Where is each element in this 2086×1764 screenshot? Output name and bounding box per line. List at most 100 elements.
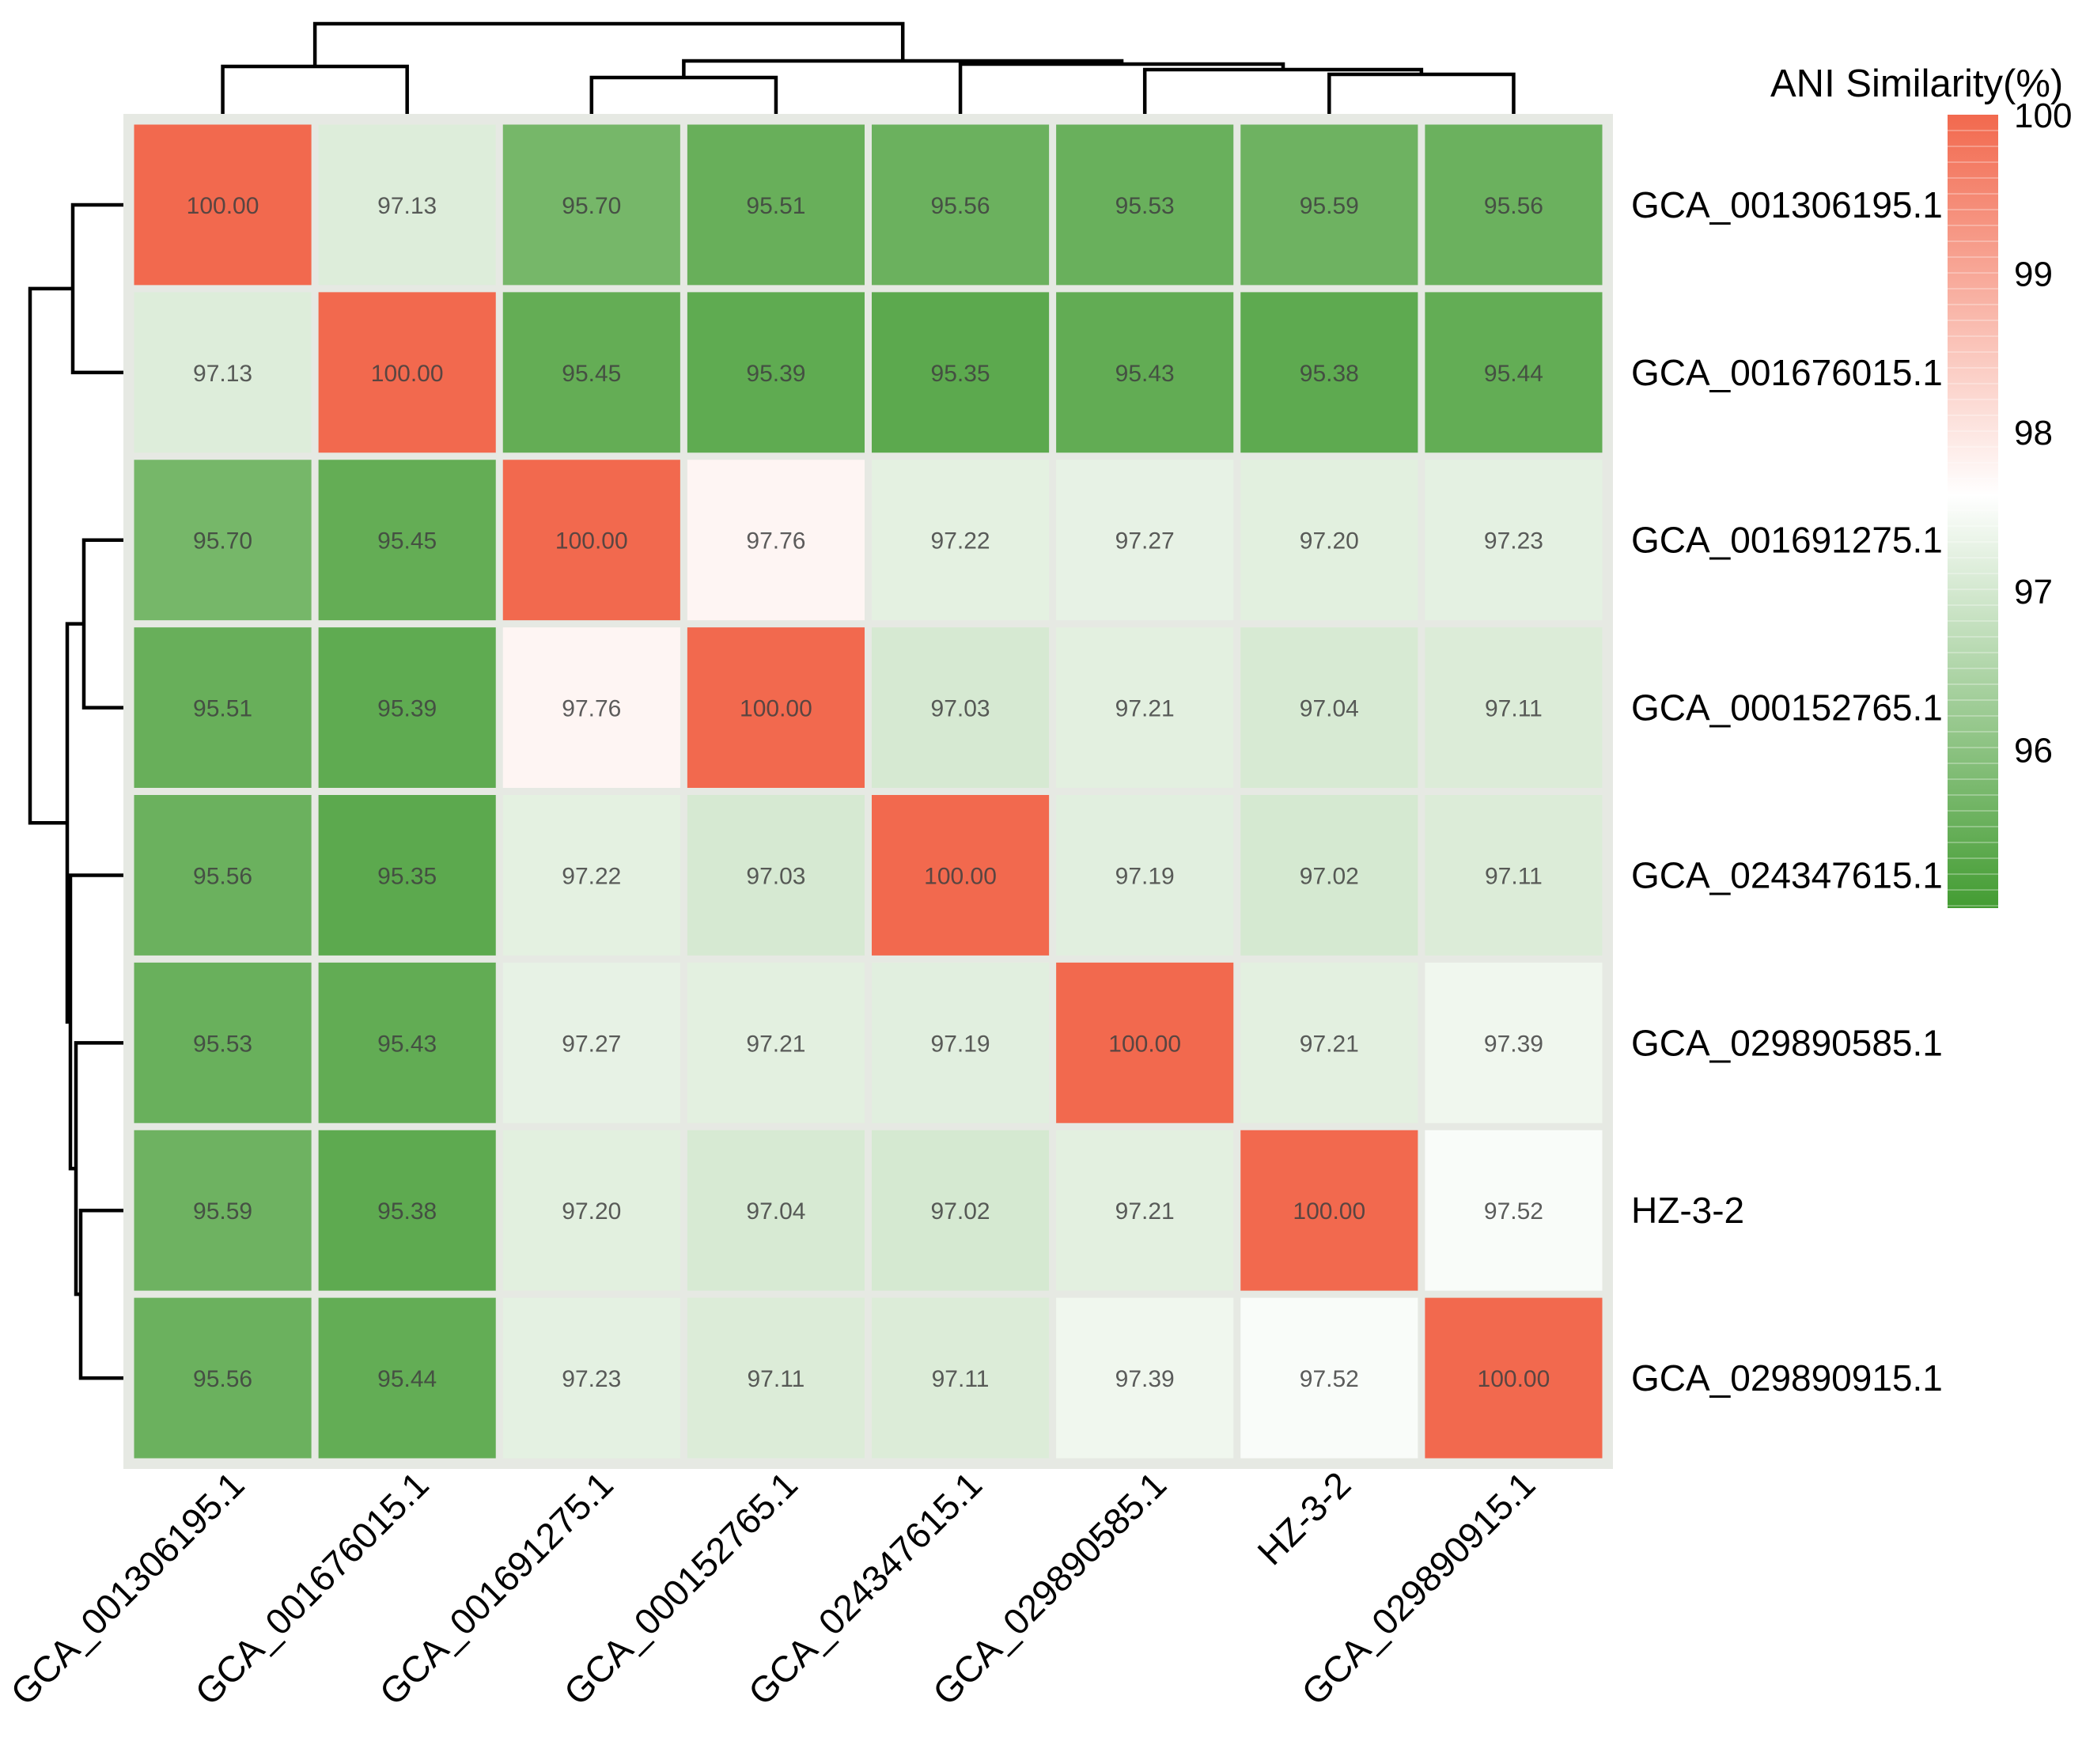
heatmap-cell-value: 97.20	[562, 1198, 621, 1225]
heatmap-cell	[1240, 124, 1418, 286]
left-dendrogram-branch	[78, 1208, 127, 1380]
top-dendrogram-branch	[312, 21, 905, 66]
heatmap-cell	[872, 962, 1050, 1123]
heatmap-cell-value: 97.39	[1484, 1031, 1543, 1057]
heatmap-cell-value: 95.59	[193, 1198, 252, 1225]
top-dendrogram-branch	[1327, 72, 1516, 120]
heatmap-cell	[1425, 292, 1603, 453]
legend-title: ANI Similarity(%)	[1770, 62, 2063, 105]
heatmap-cell	[318, 1297, 496, 1459]
heatmap-cell	[502, 795, 680, 956]
heatmap-cell	[1056, 795, 1234, 956]
colorbar-tick-label: 97	[2014, 573, 2053, 611]
heatmap-cell	[1425, 962, 1603, 1123]
heatmap-cell	[1425, 460, 1603, 621]
heatmap-cell	[502, 627, 680, 788]
heatmap-cell-value: 97.22	[562, 863, 621, 889]
heatmap-cell	[1240, 1297, 1418, 1459]
heatmap-cell-value: 97.52	[1484, 1198, 1543, 1225]
heatmap-cell-value: 97.27	[562, 1031, 621, 1057]
heatmap-cell	[134, 292, 312, 453]
top-dendrogram	[221, 21, 1516, 120]
column-label: HZ-3-2	[1249, 1463, 1358, 1573]
heatmap-cell	[502, 962, 680, 1123]
row-label: GCA_029890585.1	[1631, 1022, 1943, 1063]
heatmap-cell-value: 95.35	[931, 361, 990, 387]
heatmap-cell-value: 95.38	[1300, 361, 1359, 387]
heatmap-cell	[1425, 124, 1603, 286]
heatmap-cell-value: 95.39	[377, 696, 437, 722]
heatmap-cell	[134, 627, 312, 788]
colorbar-tick-label: 98	[2014, 414, 2053, 452]
heatmap-cell	[1240, 627, 1418, 788]
heatmap-cell-value: 97.76	[562, 696, 621, 722]
heatmap-cell-value: 97.22	[931, 528, 990, 555]
heatmap-cell	[502, 1297, 680, 1459]
heatmap-cell-value: 100.00	[187, 193, 259, 219]
heatmap-cell-value: 97.23	[562, 1366, 621, 1392]
heatmap-cell	[318, 292, 496, 453]
heatmap-cell-value: 97.27	[1115, 528, 1175, 555]
heatmap-cell-value: 97.20	[1300, 528, 1359, 555]
heatmap-cell	[872, 627, 1050, 788]
heatmap-cell-value: 97.19	[1115, 863, 1175, 889]
top-dendrogram-branch	[221, 64, 409, 120]
heatmap-cell	[1056, 1297, 1234, 1459]
heatmap-cell	[1056, 962, 1234, 1123]
row-label: GCA_001676015.1	[1631, 352, 1943, 393]
heatmap-cell	[1240, 962, 1418, 1123]
heatmap-cell	[1240, 1130, 1418, 1291]
heatmap-cell-value: 95.51	[746, 193, 805, 219]
heatmap-cell	[1056, 1130, 1234, 1291]
heatmap-cell	[872, 1130, 1050, 1291]
heatmap-cell	[687, 124, 865, 286]
heatmap-cell	[872, 460, 1050, 621]
heatmap-cells: 100.00 97.13 95.70 95.51 95.56 95.53 95.59 95.5…	[123, 114, 1613, 1469]
heatmap-cell	[134, 1297, 312, 1459]
heatmap-cell	[134, 460, 312, 621]
heatmap-cell-value: 95.45	[562, 361, 621, 387]
heatmap-cell	[318, 627, 496, 788]
row-labels: GCA_001306195.1 GCA_001676015.1 GCA_001691…	[1631, 184, 1943, 1399]
heatmap-cell	[318, 795, 496, 956]
heatmap-cell-value: 95.39	[746, 361, 805, 387]
heatmap-cell	[134, 795, 312, 956]
heatmap-cell	[1425, 795, 1603, 956]
top-dendrogram-branch	[589, 75, 778, 120]
heatmap-cell-value: 97.19	[931, 1031, 990, 1057]
left-dendrogram	[28, 203, 127, 1380]
heatmap-cell-value: 95.70	[193, 528, 252, 555]
heatmap-cell-value: 97.21	[746, 1031, 805, 1057]
heatmap-cell-value: 97.02	[931, 1198, 990, 1225]
heatmap-cell-value: 97.21	[1115, 696, 1175, 722]
heatmap-cell-value: 95.56	[1484, 193, 1543, 219]
row-label: GCA_000152765.1	[1631, 687, 1943, 729]
heatmap-cell-value: 97.13	[193, 361, 252, 387]
heatmap-cell	[687, 627, 865, 788]
heatmap-cell-value: 97.02	[1300, 863, 1359, 889]
heatmap-cell-value: 95.51	[193, 696, 252, 722]
heatmap-cell	[687, 460, 865, 621]
heatmap-cell	[687, 292, 865, 453]
heatmap-cell	[1240, 460, 1418, 621]
heatmap-cell-value: 95.56	[931, 193, 990, 219]
heatmap-cell	[134, 124, 312, 286]
heatmap-cell-value: 97.21	[1300, 1031, 1359, 1057]
top-dendrogram-branch	[1142, 67, 1424, 120]
heatmap-cell	[318, 1130, 496, 1291]
heatmap-cell-value: 97.11	[1485, 696, 1543, 722]
heatmap-cell-value: 95.56	[193, 863, 252, 889]
heatmap-cell	[687, 1130, 865, 1291]
heatmap-cell	[687, 795, 865, 956]
heatmap-cell-value: 97.13	[377, 193, 437, 219]
heatmap-cell	[872, 292, 1050, 453]
row-label: GCA_001691275.1	[1631, 520, 1943, 561]
row-label: GCA_001306195.1	[1631, 184, 1943, 225]
heatmap-cell	[872, 124, 1050, 286]
heatmap-cell	[502, 460, 680, 621]
heatmap-cell-value: 97.52	[1300, 1366, 1359, 1392]
heatmap-cell	[318, 460, 496, 621]
heatmap-cell	[1056, 460, 1234, 621]
heatmap-cell	[1240, 795, 1418, 956]
